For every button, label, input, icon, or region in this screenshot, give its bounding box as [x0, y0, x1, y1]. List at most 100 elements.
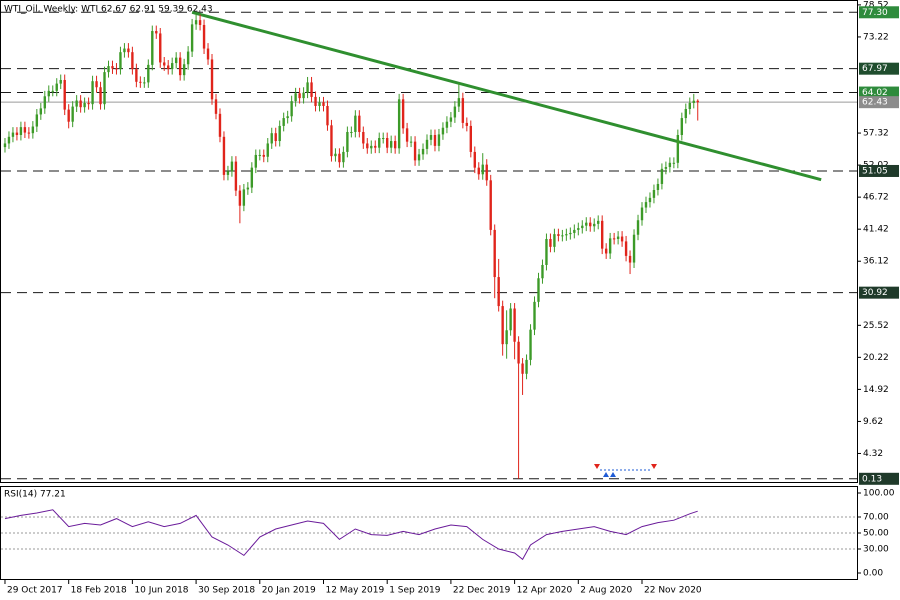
candle-body [318, 102, 321, 106]
candle-body [366, 143, 369, 149]
candle-body [47, 90, 50, 97]
candle-body [107, 66, 110, 73]
candle-body [577, 228, 580, 230]
candle-body [664, 167, 668, 169]
candle-body [322, 102, 325, 106]
candle-body [573, 229, 576, 233]
candle-body [67, 109, 70, 122]
candle-body [397, 99, 401, 149]
candle-body [620, 236, 624, 242]
candle-body [350, 131, 353, 133]
candle-body [672, 162, 676, 164]
level-label-box [859, 86, 899, 99]
sell-arrow [594, 464, 600, 469]
candle-body [51, 90, 54, 92]
candle-body [334, 153, 337, 157]
candle-body [210, 59, 214, 100]
candle-body [310, 82, 313, 97]
candle-body [557, 234, 560, 236]
candle-body [302, 92, 305, 99]
candle-body [489, 180, 492, 230]
candle-body [214, 99, 218, 114]
candle-body [585, 222, 588, 226]
candle-body [31, 126, 35, 134]
candle-body [218, 113, 222, 137]
candle-body [55, 83, 58, 91]
candle-body [262, 154, 265, 157]
level-label-box [859, 6, 899, 19]
candle-body [266, 143, 269, 157]
candle-body [91, 81, 94, 105]
candle-body [405, 128, 409, 142]
candle-body [493, 229, 496, 278]
rsi-line [4, 509, 698, 561]
candle-body [242, 189, 246, 206]
candle-body [111, 66, 114, 69]
candle-body [600, 220, 604, 249]
candle-body [342, 151, 345, 163]
candle-body [453, 106, 457, 118]
y-tick-label: 9.62 [863, 417, 883, 427]
candle-body [525, 359, 528, 374]
candle-body [688, 102, 691, 110]
candle-body [604, 248, 608, 254]
level-label: 0.13 [862, 474, 882, 484]
candle-body [684, 109, 687, 119]
y-tick-label: 41.42 [863, 225, 889, 235]
y-tick-label: 30.00 [863, 545, 889, 555]
candle-body [298, 93, 301, 99]
candle-body [127, 48, 130, 53]
candle-body [417, 154, 421, 161]
y-tick-label: 20.22 [863, 353, 889, 363]
candle-body [290, 101, 293, 117]
candle-body [549, 238, 552, 247]
candle-body [19, 127, 23, 135]
buy-arrow [610, 472, 616, 477]
price-frame [0, 0, 858, 483]
candle-body [497, 277, 500, 307]
x-tick-label: 2 Aug 2020 [580, 586, 632, 596]
candle-body [386, 138, 389, 148]
candle-body [159, 33, 162, 63]
candle-body [537, 278, 540, 302]
candle-body [589, 222, 592, 227]
candle-body [597, 220, 600, 224]
x-tick-label: 12 Apr 2020 [517, 586, 573, 596]
candle-body [11, 132, 15, 137]
candle-body [95, 81, 98, 88]
y-tick-label: 46.72 [863, 193, 889, 203]
candle-body [282, 118, 285, 126]
candle-body [115, 68, 118, 70]
candle-body [39, 108, 43, 115]
level-label-box [859, 472, 899, 485]
candle-body [696, 100, 699, 103]
x-tick-label: 18 Feb 2018 [71, 586, 127, 596]
candle-body [433, 134, 437, 146]
candle-body [139, 81, 142, 83]
candle-body [501, 306, 504, 345]
candle-body [186, 51, 190, 65]
candle-body [569, 232, 572, 235]
candle-body [143, 82, 146, 84]
candle-body [362, 131, 365, 144]
candle-body [119, 52, 122, 70]
candle-body [680, 118, 684, 135]
y-tick-label: 14.92 [863, 385, 889, 395]
candle-body [338, 153, 341, 163]
candle-body [59, 79, 62, 84]
candle-body [437, 134, 441, 146]
candle-body [401, 99, 405, 129]
candle-body [378, 138, 381, 148]
candle-body [477, 167, 480, 175]
y-tick-label: 25.52 [863, 321, 889, 331]
candle-body [226, 171, 230, 175]
candle-body [517, 341, 520, 364]
candle-body [270, 133, 273, 144]
candle-body [457, 98, 461, 107]
candle-body [79, 100, 82, 108]
candle-body [230, 161, 234, 172]
x-tick-label: 29 Oct 2017 [7, 586, 63, 596]
candle-body [194, 20, 198, 25]
